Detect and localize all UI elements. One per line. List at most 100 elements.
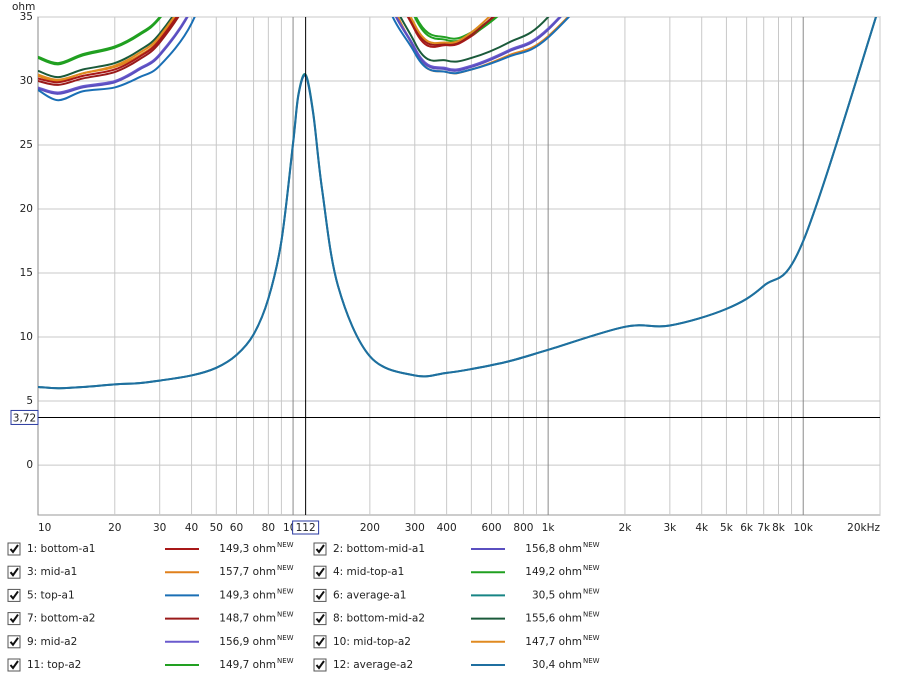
legend-checkbox[interactable] xyxy=(7,658,21,672)
x-tick-label: 200 xyxy=(360,522,380,534)
legend-value: 30,4 ohm xyxy=(532,659,582,671)
legend-value: 149,3 ohm xyxy=(219,543,276,555)
legend-name: 7: bottom-a2 xyxy=(27,613,95,625)
y-axis-label: ohm xyxy=(12,1,35,13)
x-tick-label: 5k xyxy=(720,522,734,534)
legend-badge: NEW xyxy=(277,564,294,572)
y-tick-label: 15 xyxy=(20,267,33,279)
legend-checkbox[interactable] xyxy=(313,565,327,579)
y-tick-label: 25 xyxy=(20,139,33,151)
cursor-y-label: 3,72 xyxy=(13,412,36,424)
legend-checkbox[interactable] xyxy=(313,658,327,672)
legend-value: 30,5 ohm xyxy=(532,589,582,601)
y-tick-label: 30 xyxy=(20,75,33,87)
legend-value: 155,6 ohm xyxy=(525,613,582,625)
x-tick-label: 1k xyxy=(542,522,556,534)
checkbox-mark xyxy=(315,567,325,577)
legend-checkbox[interactable] xyxy=(313,588,327,602)
checkbox-mark xyxy=(315,660,325,670)
checkbox-mark xyxy=(315,637,325,647)
legend-item: 10: mid-top-a2 147,7 ohm NEW xyxy=(313,634,600,649)
x-tick-label: 8k xyxy=(772,522,786,534)
legend-value: 156,8 ohm xyxy=(525,543,582,555)
legend-item: 6: average-a1 30,5 ohm NEW xyxy=(313,587,600,602)
legend-badge: NEW xyxy=(583,564,600,572)
y-tick-label: 10 xyxy=(20,331,33,343)
legend-badge: NEW xyxy=(277,611,294,619)
y-tick-label: 5 xyxy=(26,395,33,407)
checkbox-mark xyxy=(315,614,325,624)
grid xyxy=(37,16,881,515)
checkbox-mark xyxy=(9,567,19,577)
checkbox-mark xyxy=(9,637,19,647)
cursor-box xyxy=(292,520,320,535)
legend-name: 6: average-a1 xyxy=(333,589,406,601)
y-tick-label: 0 xyxy=(26,459,33,471)
legend-item: 4: mid-top-a1 149,2 ohm NEW xyxy=(313,564,600,579)
legend-item: 2: bottom-mid-a1 156,8 ohm NEW xyxy=(313,541,600,556)
legend-item: 8: bottom-mid-a2 155,6 ohm NEW xyxy=(313,611,600,626)
checkbox-mark xyxy=(315,590,325,601)
legend-value: 156,9 ohm xyxy=(219,636,276,648)
x-tick-label: 2k xyxy=(619,522,633,534)
legend-badge: NEW xyxy=(277,657,294,665)
legend-checkbox[interactable] xyxy=(7,542,21,556)
x-tick-label: 800 xyxy=(513,522,533,534)
legend-value: 147,7 ohm xyxy=(525,636,582,648)
checkbox-mark xyxy=(9,544,19,554)
plot-area xyxy=(37,16,881,516)
x-tick-label: 40 xyxy=(185,522,198,534)
legend-badge: NEW xyxy=(277,634,294,642)
legend-name: 1: bottom-a1 xyxy=(27,543,95,555)
legend-name: 2: bottom-mid-a1 xyxy=(333,543,425,555)
x-tick-label: 20kHz xyxy=(847,522,880,534)
legend-checkbox[interactable] xyxy=(7,635,21,649)
legend-badge: NEW xyxy=(583,634,600,642)
x-tick-label: 20 xyxy=(108,522,121,534)
x-tick-label: 600 xyxy=(482,522,502,534)
legend-badge: NEW xyxy=(277,541,294,549)
legend-checkbox[interactable] xyxy=(313,612,327,626)
x-tick-label: 30 xyxy=(153,522,166,534)
legend-name: 3: mid-a1 xyxy=(27,566,77,578)
checkbox-mark xyxy=(9,614,19,624)
legend-badge: NEW xyxy=(583,657,600,665)
checkbox-mark xyxy=(9,590,19,601)
x-tick-label: 10k xyxy=(793,522,813,534)
legend-item: 11: top-a2 149,7 ohm NEW xyxy=(7,657,294,672)
legend-badge: NEW xyxy=(583,587,600,595)
legend-checkbox[interactable] xyxy=(313,635,327,649)
legend-value: 149,2 ohm xyxy=(525,566,582,578)
x-tick-label: 80 xyxy=(262,522,275,534)
legend-value: 148,7 ohm xyxy=(219,613,276,625)
x-tick-label: 6k xyxy=(740,522,754,534)
x-tick-label: 4k xyxy=(695,522,709,534)
x-tick-label: 60 xyxy=(230,522,243,534)
legend-name: 10: mid-top-a2 xyxy=(333,636,411,648)
legend-name: 11: top-a2 xyxy=(27,659,81,671)
legend-checkbox[interactable] xyxy=(7,588,21,602)
legend-name: 9: mid-a2 xyxy=(27,636,77,648)
legend-value: 157,7 ohm xyxy=(219,566,276,578)
legend-name: 5: top-a1 xyxy=(27,589,75,601)
legend-checkbox[interactable] xyxy=(313,542,327,556)
legend-value: 149,7 ohm xyxy=(219,659,276,671)
legend-badge: NEW xyxy=(277,587,294,595)
y-tick-label: 20 xyxy=(20,203,33,215)
legend-item: 12: average-a2 30,4 ohm NEW xyxy=(313,657,600,672)
x-tick-label: 10 xyxy=(38,522,51,534)
checkbox-mark xyxy=(9,660,19,670)
x-tick-label: 50 xyxy=(210,522,223,534)
x-tick-label: 7k xyxy=(757,522,771,534)
legend-item: 1: bottom-a1 149,3 ohm NEW xyxy=(7,541,294,556)
checkbox-mark xyxy=(315,544,325,554)
series-line xyxy=(38,17,877,390)
cursor-x-label: 112 xyxy=(296,522,316,534)
legend-item: 5: top-a1 149,3 ohm NEW xyxy=(7,587,294,602)
legend-checkbox[interactable] xyxy=(7,565,21,579)
legend-name: 8: bottom-mid-a2 xyxy=(333,613,425,625)
legend-item: 3: mid-a1 157,7 ohm NEW xyxy=(7,564,294,579)
legend-checkbox[interactable] xyxy=(7,612,21,626)
